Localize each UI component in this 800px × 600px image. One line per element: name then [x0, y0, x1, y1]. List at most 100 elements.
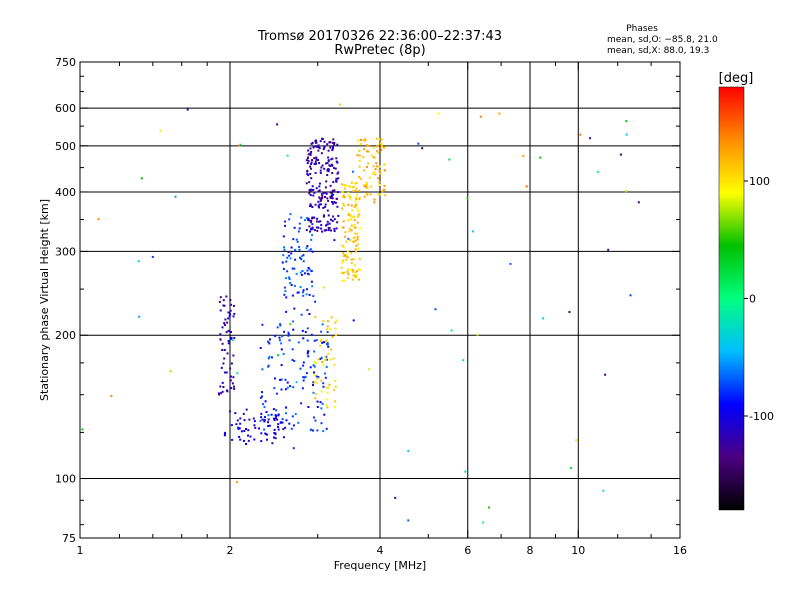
scatter-point: [358, 149, 361, 152]
scatter-point: [437, 112, 440, 115]
scatter-point: [318, 206, 320, 209]
scatter-point: [313, 229, 316, 232]
scatter-point: [309, 153, 312, 156]
scatter-point: [232, 304, 235, 307]
scatter-point: [233, 312, 236, 315]
scatter-point: [300, 273, 303, 276]
scatter-point: [263, 428, 266, 431]
colorbar-ticks: 100 0 -100: [744, 175, 774, 423]
scatter-point: [310, 270, 313, 272]
scatter-point: [324, 191, 327, 194]
scatter-point: [332, 357, 335, 360]
scatter-point: [314, 419, 317, 422]
scatter-point: [275, 417, 277, 420]
scatter-point: [295, 381, 298, 384]
scatter-point: [326, 220, 329, 223]
scatter-point: [298, 227, 301, 230]
scatter-point: [222, 304, 225, 307]
scatter-point: [313, 371, 315, 374]
scatter-point: [637, 201, 640, 204]
scatter-point: [309, 429, 312, 432]
scatter-point: [285, 419, 288, 422]
scatter-point: [355, 250, 358, 253]
scatter-point: [352, 170, 354, 173]
scatter-point: [329, 184, 332, 187]
scatter-point: [237, 426, 240, 429]
scatter-point: [308, 273, 311, 276]
scatter-point: [223, 349, 226, 351]
scatter-point: [240, 430, 243, 433]
scatter-point: [330, 158, 333, 161]
scatter-point: [307, 355, 310, 358]
scatter-point: [346, 184, 349, 187]
scatter-point: [341, 244, 344, 247]
scatter-point: [347, 273, 350, 276]
scatter-point: [268, 424, 271, 427]
scatter-point: [266, 438, 268, 441]
scatter-point: [223, 433, 226, 436]
scatter-point: [286, 154, 289, 157]
scatter-point: [300, 258, 303, 261]
scatter-point: [332, 215, 335, 218]
scatter-point: [327, 345, 330, 348]
scatter-point: [323, 140, 326, 143]
scatter-point: [306, 162, 309, 165]
scatter-point: [301, 255, 304, 258]
scatter-point: [346, 256, 349, 259]
scatter-point: [333, 239, 336, 242]
scatter-point: [363, 169, 365, 172]
scatter-point: [354, 226, 357, 229]
scatter-point: [291, 267, 294, 270]
scatter-point: [448, 158, 451, 161]
scatter-point: [368, 144, 371, 147]
scatter-point: [365, 182, 368, 185]
scatter-point: [313, 380, 316, 383]
scatter-point: [382, 189, 385, 192]
scatter-point: [308, 219, 311, 222]
scatter-point: [277, 425, 279, 428]
scatter-point: [267, 357, 270, 360]
scatter-point: [334, 406, 336, 409]
scatter-point: [283, 293, 286, 296]
scatter-point: [227, 311, 230, 314]
scatter-point: [462, 359, 465, 362]
scatter-point: [286, 256, 289, 259]
scatter-point: [482, 521, 485, 524]
scatter-point: [295, 272, 298, 275]
scatter-point: [253, 424, 256, 427]
scatter-point: [383, 169, 386, 172]
scatter-point: [222, 386, 225, 388]
scatter-point: [346, 250, 349, 253]
scatter-point: [284, 378, 287, 381]
scatter-point: [316, 217, 319, 220]
scatter-point: [317, 144, 320, 147]
scatter-point: [283, 286, 286, 289]
scatter-point: [300, 216, 303, 219]
scatter-point: [316, 377, 319, 380]
scatter-point: [110, 395, 113, 398]
scatter-point: [498, 112, 501, 115]
scatter-point: [625, 133, 628, 136]
scatter-point: [325, 180, 328, 183]
scatter-point: [279, 324, 282, 327]
scatter-point: [352, 258, 355, 261]
scatter-point: [347, 191, 350, 194]
scatter-point: [307, 159, 310, 162]
scatter-point: [280, 348, 283, 351]
scatter-point: [350, 224, 353, 227]
scatter-point: [267, 340, 270, 343]
scatter-point: [353, 264, 356, 267]
scatter-point: [271, 442, 274, 445]
scatter-point: [274, 433, 277, 436]
scatter-point: [464, 470, 467, 473]
scatter-point: [282, 436, 285, 439]
scatter-point: [331, 149, 334, 152]
scatter-point: [331, 201, 334, 203]
scatter-point: [247, 434, 249, 437]
scatter-point: [293, 267, 296, 270]
scatter-point: [306, 352, 309, 355]
scatter-point: [353, 224, 356, 227]
scatter-point: [344, 279, 346, 282]
x-tick-label: 4: [377, 544, 384, 557]
